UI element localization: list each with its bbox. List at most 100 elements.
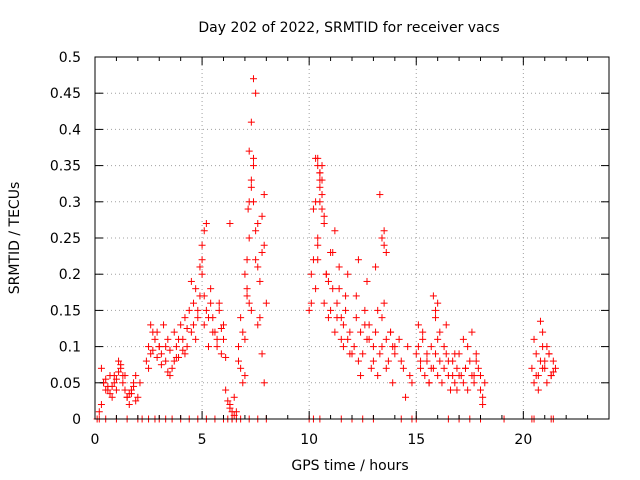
data-point — [376, 350, 384, 358]
data-point — [220, 321, 227, 329]
data-point — [382, 335, 390, 343]
data-point — [213, 335, 221, 343]
data-point — [459, 379, 467, 387]
data-point — [207, 299, 215, 307]
data-point — [314, 154, 322, 162]
data-point — [202, 306, 210, 314]
data-point — [378, 343, 386, 351]
data-point — [408, 379, 416, 387]
data-point — [432, 314, 440, 322]
data-point — [421, 372, 429, 380]
data-point — [361, 321, 369, 329]
data-point — [172, 343, 180, 351]
data-point — [479, 393, 487, 401]
data-point — [166, 372, 174, 380]
data-point — [104, 386, 112, 394]
data-point — [168, 364, 176, 372]
data-point — [249, 154, 257, 162]
data-point — [406, 372, 414, 380]
data-point — [545, 350, 553, 358]
data-point — [320, 220, 328, 228]
data-point — [451, 379, 459, 387]
data-point — [318, 205, 326, 213]
data-point — [477, 372, 484, 380]
data-point — [145, 364, 153, 372]
data-point — [380, 227, 388, 235]
data-point — [425, 379, 433, 387]
data-point — [359, 350, 367, 358]
data-point — [172, 353, 180, 361]
data-point — [196, 263, 204, 271]
data-point — [181, 314, 189, 322]
data-point — [130, 379, 138, 387]
data-point — [387, 328, 395, 336]
data-point — [376, 191, 384, 199]
data-point — [419, 328, 427, 336]
data-point — [327, 306, 335, 314]
data-point — [241, 372, 249, 380]
data-point — [320, 212, 328, 220]
data-point — [121, 386, 129, 394]
data-point — [125, 401, 133, 409]
data-point — [374, 372, 382, 380]
data-point — [215, 306, 223, 314]
data-point — [258, 350, 266, 358]
data-point — [423, 357, 431, 365]
data-point — [226, 220, 234, 228]
data-point — [455, 350, 463, 358]
data-point — [160, 321, 168, 329]
data-point — [115, 368, 123, 376]
data-point — [97, 401, 105, 409]
data-point — [436, 328, 444, 336]
data-point — [532, 350, 540, 358]
data-point — [254, 220, 262, 228]
data-point — [324, 314, 332, 322]
data-point — [352, 292, 360, 300]
data-point — [136, 379, 144, 387]
data-point — [549, 368, 557, 376]
y-tick-label: 0.35 — [50, 159, 81, 175]
data-point — [142, 357, 150, 365]
data-point — [187, 277, 195, 285]
data-point — [183, 343, 191, 351]
data-point — [170, 328, 178, 336]
data-point — [245, 299, 253, 307]
data-point — [316, 183, 324, 191]
data-point — [198, 241, 206, 249]
data-point — [419, 335, 427, 343]
data-point — [307, 299, 315, 307]
grid-lines — [95, 57, 609, 419]
data-point — [258, 212, 266, 220]
data-point — [245, 198, 253, 206]
data-point — [260, 191, 268, 199]
data-point — [412, 350, 420, 358]
data-point — [132, 372, 140, 380]
data-point — [472, 350, 480, 358]
data-point — [352, 314, 360, 322]
data-point — [414, 321, 422, 329]
data-point — [252, 89, 260, 97]
data-point — [134, 393, 142, 401]
x-axis-label: GPS time / hours — [291, 458, 408, 474]
data-point — [97, 364, 105, 372]
y-axis-label: SRMTID / TECUs — [7, 182, 23, 295]
data-point — [239, 328, 247, 336]
data-points — [93, 75, 559, 423]
data-point — [145, 343, 153, 351]
data-point — [528, 364, 536, 372]
data-point — [112, 386, 120, 394]
data-point — [464, 386, 472, 394]
data-point — [125, 390, 133, 398]
data-point — [200, 227, 208, 235]
data-point — [192, 285, 200, 293]
y-tick-label: 0.4 — [59, 122, 81, 138]
data-point — [222, 386, 230, 394]
data-point — [237, 314, 245, 322]
data-point — [547, 372, 555, 380]
data-point — [539, 328, 547, 336]
data-point — [365, 335, 373, 343]
data-point — [166, 346, 174, 354]
data-point — [440, 364, 448, 372]
data-point — [157, 350, 165, 358]
data-point — [549, 357, 557, 365]
